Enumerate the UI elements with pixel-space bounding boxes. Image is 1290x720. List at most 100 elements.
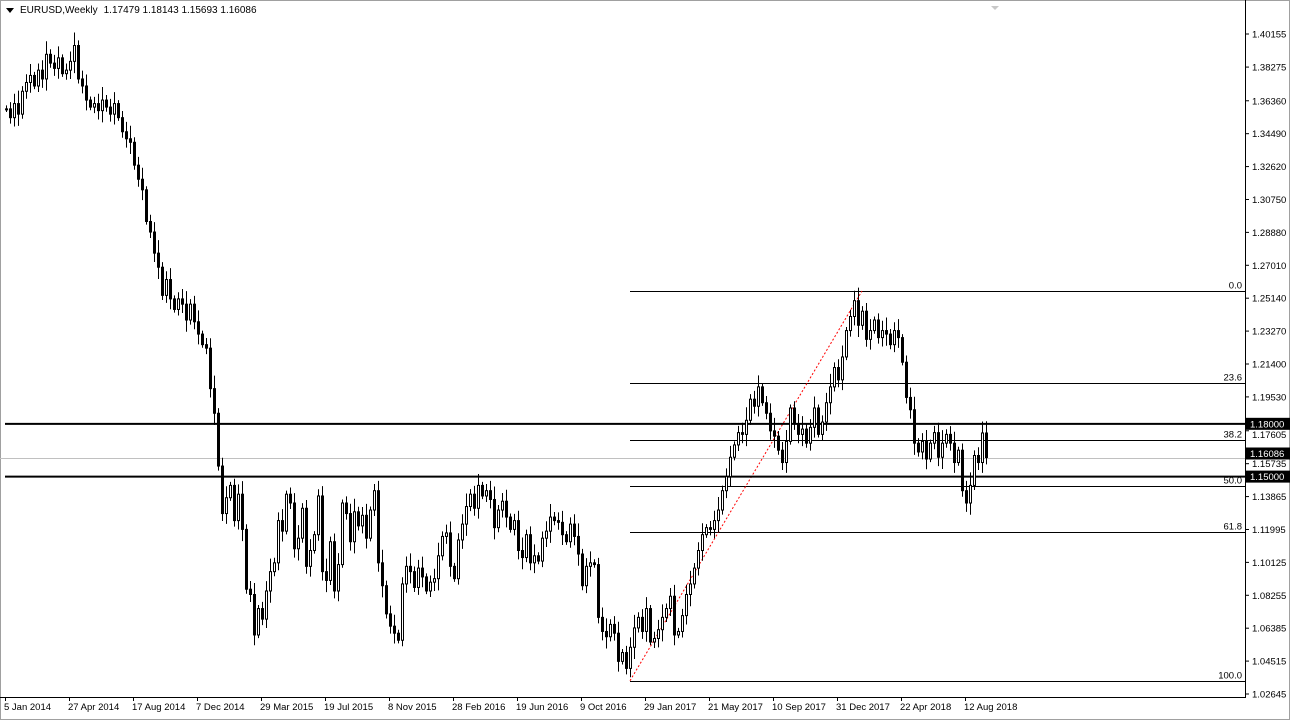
bull-candle bbox=[373, 490, 376, 511]
bear-candle bbox=[413, 571, 416, 588]
bull-candle bbox=[25, 81, 28, 92]
bull-candle bbox=[229, 484, 232, 499]
bear-candle bbox=[769, 412, 772, 432]
y-tick-label: 1.23270 bbox=[1252, 327, 1286, 338]
bull-candle bbox=[445, 532, 448, 537]
bear-candle bbox=[169, 279, 172, 300]
bear-candle bbox=[421, 567, 424, 578]
bear-candle bbox=[765, 402, 768, 414]
bear-candle bbox=[505, 500, 508, 518]
bear-candle bbox=[521, 550, 524, 559]
y-tick-label: 1.17605 bbox=[1252, 430, 1286, 441]
bear-candle bbox=[213, 388, 216, 414]
bear-candle bbox=[105, 99, 108, 108]
bull-candle bbox=[801, 428, 804, 435]
bear-candle bbox=[141, 178, 144, 191]
bull-candle bbox=[525, 534, 528, 559]
bear-candle bbox=[33, 74, 36, 87]
bull-candle bbox=[721, 490, 724, 511]
bull-candle bbox=[301, 507, 304, 539]
bull-candle bbox=[789, 407, 792, 442]
bear-candle bbox=[61, 57, 64, 75]
bull-candle bbox=[485, 490, 488, 497]
x-tick-label: 21 May 2017 bbox=[708, 702, 763, 713]
bull-candle bbox=[57, 57, 60, 69]
bull-candle bbox=[629, 646, 632, 669]
chart-header: EURUSD,Weekly 1.17479 1.18143 1.15693 1.… bbox=[6, 5, 257, 16]
bull-candle bbox=[665, 608, 668, 618]
bull-candle bbox=[369, 509, 372, 539]
bear-candle bbox=[333, 541, 336, 592]
bull-candle bbox=[933, 432, 936, 444]
bear-candle bbox=[537, 555, 540, 562]
bear-candle bbox=[553, 516, 556, 522]
bull-candle bbox=[225, 497, 228, 515]
y-tick-label: 1.19530 bbox=[1252, 392, 1286, 403]
bear-candle bbox=[77, 45, 80, 80]
bear-candle bbox=[425, 576, 428, 592]
x-tick-label: 10 Sep 2017 bbox=[772, 702, 826, 713]
bull-candle bbox=[981, 432, 984, 464]
x-tick-label: 8 Nov 2015 bbox=[388, 702, 437, 713]
bull-candle bbox=[685, 593, 688, 617]
bear-candle bbox=[673, 595, 676, 636]
bull-candle bbox=[237, 493, 240, 522]
fib-level-label: 61.8 bbox=[1224, 522, 1243, 533]
bull-candle bbox=[265, 590, 268, 620]
bear-candle bbox=[561, 521, 564, 536]
bull-candle bbox=[705, 527, 708, 536]
bear-candle bbox=[489, 490, 492, 500]
bear-candle bbox=[805, 428, 808, 444]
bear-candle bbox=[241, 493, 244, 530]
fib-level-label: 38.2 bbox=[1224, 430, 1243, 441]
bull-candle bbox=[689, 583, 692, 595]
bull-candle bbox=[941, 442, 944, 458]
bull-candle bbox=[809, 426, 812, 444]
bear-candle bbox=[605, 630, 608, 638]
x-tick-label: 17 Aug 2014 bbox=[132, 702, 185, 713]
bull-candle bbox=[69, 60, 72, 71]
y-tick-label: 1.32620 bbox=[1252, 162, 1286, 173]
bull-candle bbox=[733, 444, 736, 458]
bull-candle bbox=[353, 511, 356, 543]
bull-candle bbox=[317, 495, 320, 536]
x-tick-label: 9 Oct 2016 bbox=[580, 702, 626, 713]
bull-candle bbox=[669, 595, 672, 610]
bull-candle bbox=[829, 386, 832, 404]
bull-candle bbox=[745, 419, 748, 435]
bear-candle bbox=[293, 502, 296, 550]
bull-candle bbox=[569, 523, 572, 543]
bear-candle bbox=[649, 608, 652, 643]
x-tick-label: 19 Jul 2015 bbox=[324, 702, 373, 713]
y-tick-label: 1.28880 bbox=[1252, 228, 1286, 239]
scroll-marker-icon[interactable] bbox=[991, 6, 999, 10]
bear-candle bbox=[221, 465, 224, 515]
bear-candle bbox=[389, 613, 392, 627]
bull-candle bbox=[437, 555, 440, 580]
bear-candle bbox=[473, 493, 476, 509]
bear-candle bbox=[909, 396, 912, 411]
y-tick-label: 1.15735 bbox=[1252, 459, 1286, 470]
bear-candle bbox=[9, 108, 12, 119]
bull-candle bbox=[113, 103, 116, 115]
x-tick-label: 27 Apr 2014 bbox=[68, 702, 119, 713]
bear-candle bbox=[741, 432, 744, 435]
y-tick-label: 1.30750 bbox=[1252, 195, 1286, 206]
bull-candle bbox=[737, 432, 740, 446]
y-tick-label: 1.10125 bbox=[1252, 558, 1286, 569]
bear-candle bbox=[901, 337, 904, 363]
bear-candle bbox=[949, 433, 952, 444]
y-tick-label: 1.25140 bbox=[1252, 294, 1286, 305]
bull-candle bbox=[501, 500, 504, 511]
y-tick-label: 1.34490 bbox=[1252, 129, 1286, 140]
bull-candle bbox=[13, 103, 16, 119]
bear-candle bbox=[381, 562, 384, 587]
dropdown-triangle-icon[interactable] bbox=[6, 8, 14, 13]
y-tick-label: 1.06385 bbox=[1252, 624, 1286, 635]
bear-candle bbox=[289, 493, 292, 504]
bear-candle bbox=[761, 386, 764, 404]
bull-candle bbox=[637, 616, 640, 629]
bull-candle bbox=[757, 386, 760, 407]
